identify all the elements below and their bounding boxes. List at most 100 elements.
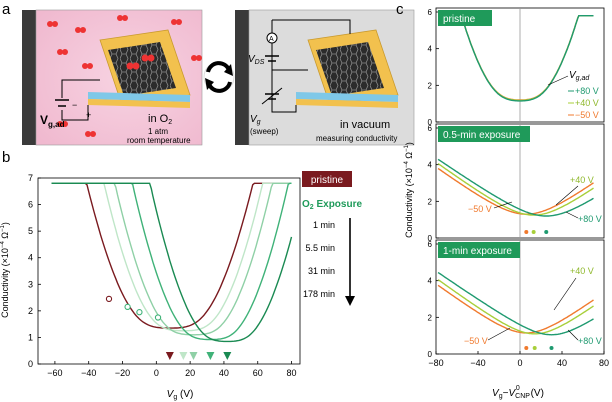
- panel-b-xticks: −60 −40 −20 0 20 40 60 80: [47, 361, 297, 378]
- panel-b-axes-frame: [37, 177, 301, 365]
- variable-source-arrow-icon: [261, 87, 283, 105]
- c-pristine-badge-label: pristine: [443, 14, 476, 25]
- c-cnp-dot: [531, 230, 536, 234]
- legend-o2-exposure: O2 Exposure: [302, 199, 362, 211]
- battery-minus: −: [72, 100, 77, 110]
- panel-b-ylabel: Conductivity (×10−4 Ω−1): [0, 222, 10, 318]
- panel-c: c Conductivity (×10−4 Ω−1) Vg−VCNP0 (V) …: [396, 1, 609, 400]
- b-xtick-label: 60: [253, 368, 263, 378]
- c-exp1-m50-label: −50 V: [464, 336, 488, 346]
- c-pristine-badge: [438, 10, 492, 26]
- b-cnp-triangle: [189, 352, 198, 360]
- left-device-gate: [88, 99, 190, 108]
- right-device-gate: [296, 99, 398, 108]
- panel-c-label: c: [396, 1, 404, 18]
- left-device-substrate: [88, 92, 190, 102]
- b-ytick-label: 3: [28, 279, 33, 289]
- left-vg-label: Vg,ad: [40, 113, 65, 129]
- legend-pristine-label: pristine: [311, 175, 344, 186]
- right-circuit-wire-top: [272, 19, 351, 34]
- c-pristine-legend-p40: +40 V: [575, 98, 599, 108]
- c-series-line: [437, 163, 594, 216]
- legend-time-4: 178 min: [303, 289, 335, 299]
- c-series-line: [437, 279, 594, 335]
- panel-c-ylabel: Conductivity (×10−4 Ω−1): [404, 142, 414, 238]
- b-series-line: [51, 182, 293, 343]
- c-xtick-label: 80: [599, 358, 609, 368]
- left-circuit-wire-top: [61, 79, 100, 98]
- b-ytick-label: 0: [28, 359, 33, 369]
- b-ytick-label: 2: [28, 306, 33, 316]
- c-exp05-m50-label: −50 V: [468, 204, 492, 214]
- c-xtick-label: 40: [557, 358, 567, 368]
- left-device-graphene: [108, 42, 176, 96]
- c-vgad-leader: [547, 75, 569, 86]
- left-circuit-wire-bottom: [61, 105, 89, 121]
- legend-time-2: 5.5 min: [305, 243, 335, 253]
- c-ytick-label: 4: [428, 45, 433, 54]
- c-exp05-p40-label: +40 V: [570, 175, 594, 185]
- panel-b-xlabel: Vg (V): [167, 389, 194, 401]
- b-xtick-label: 0: [154, 368, 159, 378]
- c-exp05-p80-leader: [565, 211, 579, 219]
- c-exp1-p80-leader: [567, 329, 579, 341]
- c-exp1-p80-label: +80 V: [578, 336, 602, 346]
- b-xtick-label: −20: [115, 368, 130, 378]
- c-pristine-legend-p80: +80 V: [575, 86, 599, 96]
- c-cnp-dot: [549, 346, 554, 350]
- c-series-line: [437, 158, 594, 217]
- c-vgad-label: Vg,ad: [569, 70, 590, 82]
- ammeter-icon: [266, 32, 278, 44]
- b-series-line: [51, 182, 292, 341]
- c-cnp-dot: [532, 346, 537, 350]
- pressure-label: 1 atm: [148, 127, 168, 136]
- in-vacuum-label: in vacuum: [340, 119, 390, 131]
- c-pristine-legend-m50: −50 V: [575, 110, 599, 120]
- panel-b-markers: [105, 295, 232, 360]
- cycle-arrows-icon: [203, 61, 235, 93]
- panel-b-yticks: 0 1 2 3 4 5 6 7: [28, 173, 41, 369]
- panel-c-xticks: −80 −40 0 40 80: [428, 351, 609, 368]
- measuring-label: measuring conductivity: [316, 134, 397, 143]
- panel-b-series: [51, 182, 293, 343]
- c-exp05-badge-label: 0.5-min exposure: [443, 130, 521, 141]
- c-exp1-p40-leader: [553, 277, 577, 311]
- c-xtick-label: 0: [517, 358, 522, 368]
- c-cnp-dot: [544, 230, 549, 234]
- c-series-line: [437, 167, 594, 215]
- vds-label: VDS: [248, 54, 265, 66]
- b-circle-marker: [136, 309, 143, 316]
- legend-time-arrowhead-icon: [345, 296, 355, 306]
- c-ytick-label: 4: [428, 161, 433, 170]
- b-circle-marker: [105, 295, 113, 303]
- c-exp1-p40-label: +40 V: [570, 266, 594, 276]
- panel-b: b Conductivity (×10−4 Ω−1) Vg (V) 0 1 2 3 4 5…: [0, 149, 362, 401]
- panel-a-label: a: [2, 1, 11, 18]
- c-series-line: [438, 15, 594, 102]
- b-xtick-label: −40: [81, 368, 96, 378]
- c-exp1-m50-leader: [487, 327, 511, 341]
- right-circuit-wire-left: [271, 20, 297, 113]
- b-ytick-label: 5: [28, 226, 33, 236]
- sweep-label: (sweep): [250, 127, 279, 136]
- c-ytick-label: 0: [428, 350, 433, 359]
- b-ytick-label: 4: [28, 253, 33, 263]
- c-ytick-label: 6: [428, 8, 433, 17]
- c-xtick-label: −40: [470, 358, 485, 368]
- b-cnp-triangle: [179, 352, 188, 360]
- panel-b-label: b: [2, 149, 10, 166]
- b-circle-marker: [124, 303, 131, 311]
- c-exp05-badge: [438, 126, 530, 142]
- legend-time-3: 31 min: [308, 266, 335, 276]
- c-exp1-badge: [438, 242, 520, 258]
- c-ytick-label: 2: [428, 81, 433, 90]
- c-ytick-label: 0: [428, 118, 433, 127]
- panel-c-xlabel: Vg−VCNP0 (V): [492, 385, 544, 400]
- c-series-line: [437, 271, 594, 336]
- vg-label: Vg: [250, 114, 261, 126]
- temperature-label: room temperature: [127, 136, 191, 145]
- in-o2-label: in O2: [148, 113, 172, 126]
- c-series-line: [438, 15, 594, 101]
- c-cnp-dot: [524, 230, 529, 234]
- b-cnp-triangle: [223, 352, 232, 360]
